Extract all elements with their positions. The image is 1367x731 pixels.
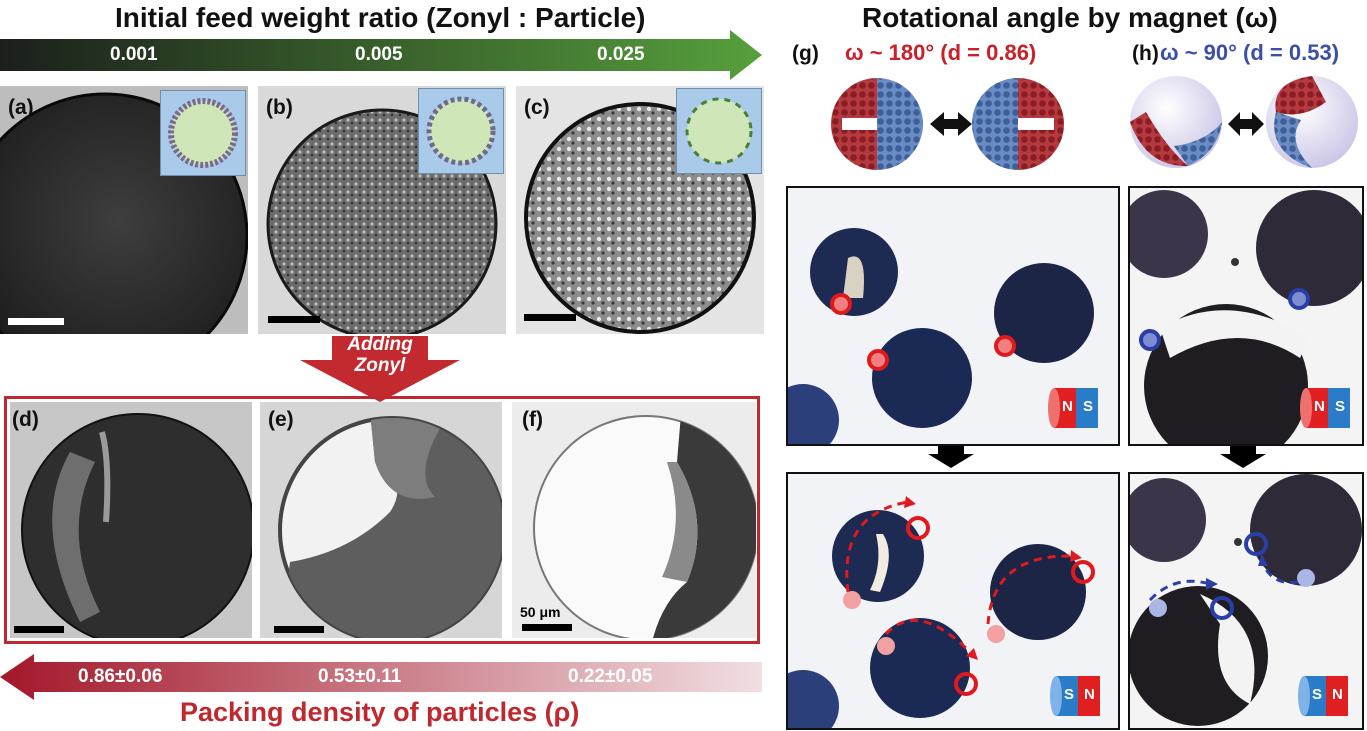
magnet-s-label: S — [1064, 686, 1075, 703]
down-arrow-g — [928, 446, 974, 468]
panel-label-b: (b) — [266, 96, 293, 119]
adding-zonyl-arrow — [300, 336, 460, 402]
inset-schematic-b — [418, 88, 504, 174]
after-zonyl-frame — [4, 396, 760, 644]
magnet-h-before: N S — [1300, 386, 1358, 430]
adding-label-line1: Adding — [347, 334, 413, 355]
feed-ratio-arrow — [0, 30, 762, 80]
frame-h-before: N S — [1128, 186, 1364, 446]
magnet-s-label: S — [1312, 686, 1323, 703]
schematic-h — [1130, 76, 1358, 168]
magnet-h-after: S N — [1298, 674, 1356, 718]
panel-label-c: (c) — [524, 96, 550, 119]
feed-ratio-2: 0.005 — [355, 44, 403, 65]
inset-schematic-c — [676, 88, 762, 174]
panel-label-g: (g) — [792, 42, 819, 65]
packing-density-title: Packing density of particles (ρ) — [180, 697, 580, 727]
scale-bar-d — [14, 626, 64, 633]
packing-density-arrow — [0, 654, 762, 700]
magnet-n-label: N — [1062, 398, 1073, 415]
scale-bar-a — [8, 318, 64, 325]
panel-label-e: (e) — [268, 408, 294, 431]
micrograph-f — [512, 402, 756, 638]
scale-bar-b — [268, 316, 320, 323]
panel-label-f: (f) — [522, 408, 543, 431]
density-2: 0.53±0.11 — [318, 666, 402, 687]
feed-ratio-1: 0.001 — [110, 44, 158, 65]
magnet-n-label: N — [1084, 686, 1095, 703]
panel-label-h: (h) — [1132, 42, 1159, 65]
feed-ratio-title: Initial feed weight ratio (Zonyl : Parti… — [115, 2, 646, 33]
scale-bar-c — [524, 314, 576, 321]
rotation-title: Rotational angle by magnet (ω) — [862, 2, 1278, 33]
magnet-n-label: N — [1332, 686, 1343, 703]
scale-bar-f — [522, 624, 572, 631]
inset-schematic-a — [160, 90, 246, 176]
down-arrow-h — [1220, 446, 1266, 468]
scale-label: 50 μm — [520, 604, 561, 620]
micrograph-e — [260, 402, 502, 638]
adding-zonyl-label: Adding Zonyl — [340, 334, 420, 376]
magnet-s-label: S — [1335, 398, 1346, 415]
scale-bar-e — [274, 626, 324, 633]
frame-h-after: S N — [1128, 472, 1364, 730]
micrograph-d — [10, 402, 252, 638]
frame-g-before: N S — [786, 186, 1120, 446]
density-3: 0.22±0.05 — [568, 666, 653, 687]
density-1: 0.86±0.06 — [78, 666, 163, 687]
magnet-s-label: S — [1083, 398, 1094, 415]
panel-label-a: (a) — [8, 96, 34, 119]
magnet-g-before: N S — [1048, 386, 1106, 430]
adding-label-line2: Zonyl — [354, 355, 406, 376]
caption-g: ω ~ 180° (d = 0.86) — [845, 40, 1037, 65]
schematic-g — [831, 78, 1064, 170]
frame-g-after: S N — [786, 472, 1120, 730]
magnet-g-after: S N — [1050, 674, 1108, 718]
magnet-n-label: N — [1314, 398, 1325, 415]
caption-h: ω ~ 90° (d = 0.53) — [1160, 40, 1340, 65]
panel-label-d: (d) — [12, 408, 39, 431]
feed-ratio-3: 0.025 — [597, 44, 645, 65]
